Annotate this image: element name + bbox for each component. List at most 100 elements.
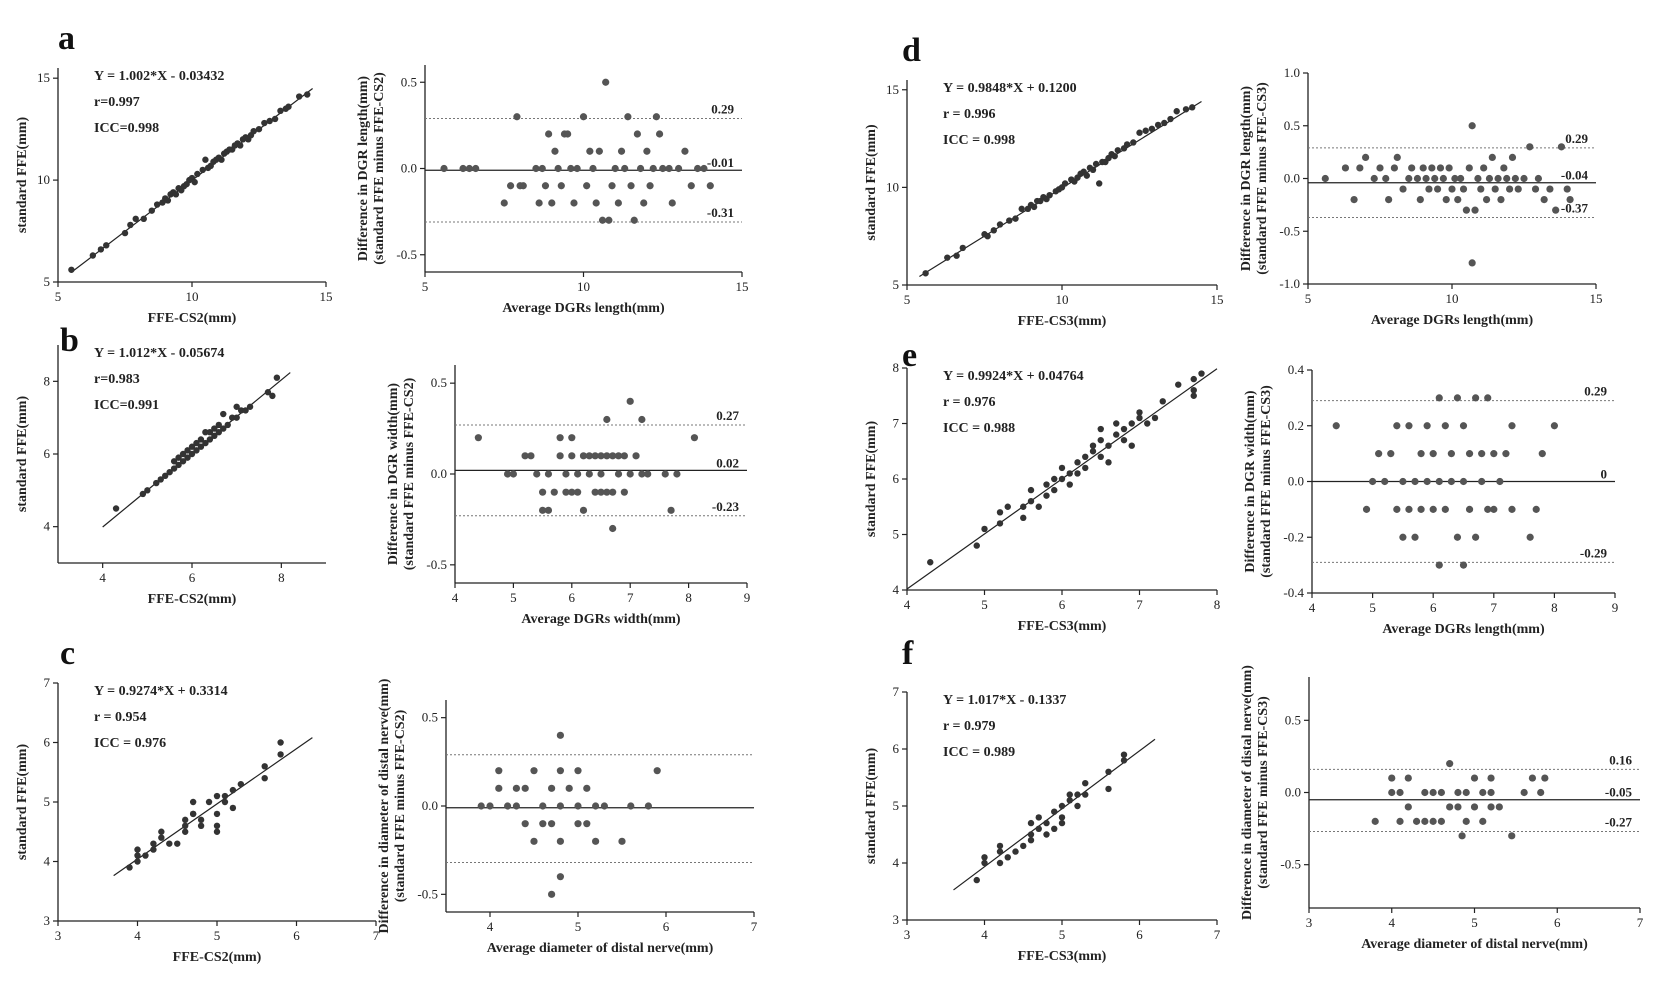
f-ba-point (1454, 803, 1462, 811)
b-ba-point (574, 470, 582, 478)
d-scatter-x-axis-label: FFE-CS3(mm) (1018, 314, 1107, 329)
panel-letter-a: a (58, 20, 75, 57)
d-scatter-point (1182, 106, 1190, 113)
f-scatter-point (1066, 791, 1073, 798)
e-scatter-x-tick-label: 8 (1214, 597, 1221, 612)
d-ba-point (1419, 164, 1427, 172)
d-scatter-annotation: ICC = 0.998 (943, 133, 1015, 148)
d-ba-point (1350, 196, 1358, 204)
c-ba-point (512, 784, 521, 792)
a-scatter-point (148, 207, 155, 214)
d-scatter-point (1173, 108, 1180, 115)
c-ba-point (556, 802, 565, 810)
e-ba-x-tick-label: 6 (1430, 600, 1437, 615)
b-ba-point (644, 470, 652, 478)
b-scatter-point (139, 490, 147, 498)
a-ba-point (706, 182, 714, 190)
f-scatter-point (1020, 842, 1027, 850)
e-ba-point (1478, 450, 1486, 458)
a-ba-point (602, 78, 610, 86)
e-scatter-point (1190, 387, 1197, 394)
d-scatter-point (1096, 180, 1103, 187)
f-scatter-y-tick-label: 7 (893, 684, 900, 699)
e-ba-point (1381, 477, 1389, 486)
b-ba-x-axis-label: Average DGRs width(mm) (521, 612, 680, 627)
d-ba-point (1480, 164, 1488, 172)
e-scatter-point (1159, 398, 1166, 405)
e-scatter-point (1089, 442, 1097, 449)
a-scatter-x-tick-label: 10 (186, 289, 199, 304)
a-scatter-x-tick-label: 5 (55, 289, 62, 304)
c-ba-point (583, 820, 591, 828)
d-ba-point (1520, 174, 1528, 183)
panel-letter-f: f (902, 635, 914, 672)
f-scatter-point (1035, 825, 1042, 832)
a-scatter-point (250, 127, 257, 135)
e-ba-x-tick-label: 7 (1491, 600, 1498, 615)
e-scatter-point (1058, 464, 1066, 472)
d-ba-point (1557, 143, 1566, 151)
e-ba-point (1508, 505, 1516, 513)
f-scatter-x-axis-label: FFE-CS3(mm) (1018, 949, 1107, 964)
c-scatter-point (261, 775, 268, 782)
d-ba-point (1477, 185, 1485, 193)
b-ba-point (550, 488, 558, 496)
c-scatter-point (134, 852, 141, 859)
d-ba-x-tick-label: 5 (1305, 291, 1312, 306)
c-ba-x-tick-label: 4 (487, 919, 494, 934)
b-ba-point (603, 452, 611, 460)
e-ba-point (1423, 477, 1431, 486)
e-scatter-point (1097, 436, 1104, 444)
e-scatter-point (1113, 431, 1120, 438)
f-scatter-point (1004, 854, 1011, 861)
f-ba-point (1462, 817, 1470, 825)
f-ba-x-tick-label: 3 (1306, 915, 1313, 930)
a-ba-point (465, 164, 473, 173)
b-scatter-annotation: ICC=0.991 (94, 398, 159, 413)
e-scatter-annotation: ICC = 0.988 (943, 421, 1015, 436)
a-scatter-point (68, 266, 75, 273)
d-ba-point (1370, 174, 1378, 183)
e-scatter-y-tick-label: 8 (893, 360, 900, 375)
e-ba-point (1435, 394, 1443, 402)
d-ba-point (1425, 185, 1433, 193)
d-scatter-point (1154, 121, 1162, 129)
b-scatter-point (269, 392, 276, 400)
d-scatter-point (1083, 172, 1091, 179)
d-scatter-point (1130, 139, 1137, 146)
b-ba-point (585, 452, 593, 460)
a-scatter-point (261, 119, 268, 127)
f-ba-point (1458, 832, 1466, 840)
a-ba-point (687, 182, 695, 190)
b-ba-point (597, 470, 605, 478)
e-ba-y-tick-label: -0.2 (1283, 529, 1304, 544)
e-ba-point (1496, 477, 1504, 486)
a-ba-point (459, 164, 467, 173)
c-ba-point (583, 784, 591, 792)
c-ba-point (653, 767, 661, 775)
b-scatter-point (233, 414, 240, 421)
c-scatter-x-tick-label: 3 (55, 928, 62, 943)
c-scatter-point (150, 846, 157, 853)
f-ba-point (1454, 788, 1462, 797)
b-scatter-y-tick-label: 8 (44, 373, 51, 388)
b-ba-point (556, 434, 564, 442)
d-scatter-point (1111, 152, 1118, 160)
f-ba-point (1446, 760, 1454, 768)
e-scatter-x-tick-label: 4 (904, 597, 911, 612)
f-ba-x-tick-label: 7 (1637, 915, 1644, 930)
d-scatter-point (1012, 215, 1019, 222)
b-scatter-x-axis-label: FFE-CS2(mm) (148, 592, 237, 607)
e-scatter-point (1066, 481, 1073, 488)
b-scatter-y-tick-label: 6 (44, 446, 51, 461)
f-scatter-point (1051, 808, 1058, 815)
d-ba-point (1408, 164, 1416, 172)
f-ba-point (1537, 788, 1545, 797)
b-scatter-point (166, 468, 173, 476)
d-ba-point (1497, 196, 1505, 204)
a-ba-point (589, 164, 597, 173)
e-scatter-point (1089, 448, 1097, 455)
d-scatter-point (990, 227, 997, 234)
e-scatter-point (1066, 470, 1073, 477)
b-ba-point (597, 452, 605, 460)
